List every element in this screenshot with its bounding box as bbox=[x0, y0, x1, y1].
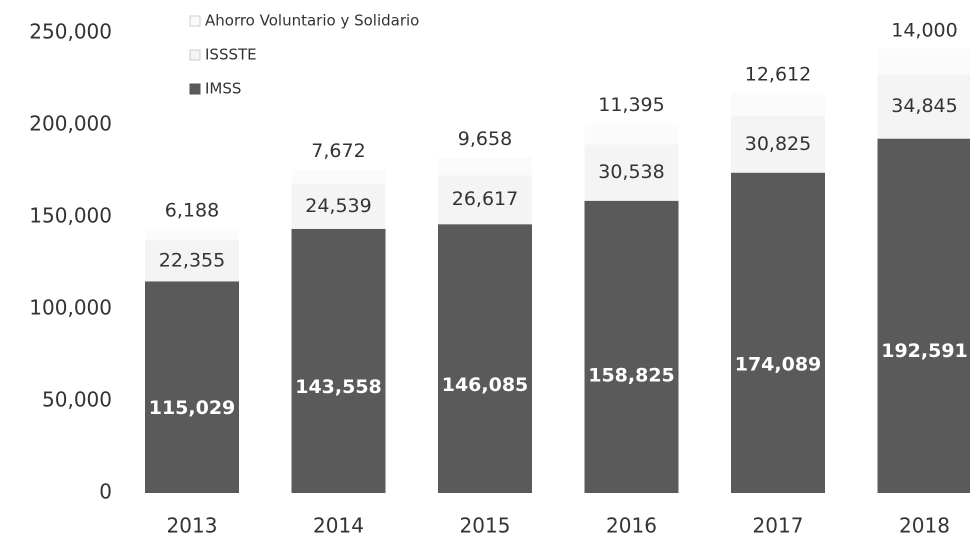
bar-segment bbox=[585, 124, 679, 145]
x-tick-label: 2014 bbox=[313, 514, 364, 538]
value-label: 30,538 bbox=[598, 161, 664, 183]
y-tick-label: 100,000 bbox=[29, 296, 112, 320]
value-label: 30,825 bbox=[745, 133, 811, 155]
bar-segment bbox=[438, 157, 532, 175]
x-tick-label: 2018 bbox=[899, 514, 950, 538]
legend-swatch bbox=[190, 50, 200, 60]
x-tick-label: 2016 bbox=[606, 514, 657, 538]
value-label: 174,089 bbox=[735, 353, 822, 375]
value-label: 34,845 bbox=[891, 95, 957, 117]
bar-segment bbox=[292, 229, 386, 493]
bar-segment bbox=[145, 229, 239, 240]
legend-swatch bbox=[190, 84, 200, 94]
x-tick-label: 2015 bbox=[460, 514, 511, 538]
value-label: 7,672 bbox=[311, 140, 365, 162]
value-label: 14,000 bbox=[891, 19, 957, 41]
bar-segment bbox=[731, 173, 825, 493]
value-label: 143,558 bbox=[295, 376, 382, 398]
y-tick-label: 150,000 bbox=[29, 204, 112, 228]
value-label: 158,825 bbox=[588, 365, 675, 387]
y-tick-label: 50,000 bbox=[42, 388, 112, 412]
bar-segment bbox=[878, 49, 970, 75]
bar-segment bbox=[292, 170, 386, 184]
legend-label: ISSSTE bbox=[205, 46, 257, 64]
value-label: 115,029 bbox=[149, 397, 236, 419]
value-label: 22,355 bbox=[159, 249, 225, 271]
value-label: 9,658 bbox=[458, 128, 512, 150]
value-label: 6,188 bbox=[165, 199, 219, 221]
y-tick-label: 0 bbox=[99, 480, 112, 504]
y-tick-label: 250,000 bbox=[29, 20, 112, 44]
bar-segment bbox=[438, 224, 532, 493]
value-label: 11,395 bbox=[598, 94, 664, 116]
y-tick-label: 200,000 bbox=[29, 112, 112, 136]
value-label: 146,085 bbox=[442, 374, 529, 396]
value-label: 26,617 bbox=[452, 188, 518, 210]
legend-label: Ahorro Voluntario y Solidario bbox=[205, 12, 419, 30]
x-tick-label: 2013 bbox=[167, 514, 218, 538]
x-tick-label: 2017 bbox=[753, 514, 804, 538]
bar-segment bbox=[585, 201, 679, 493]
value-label: 192,591 bbox=[881, 340, 968, 362]
legend-label: IMSS bbox=[205, 80, 241, 98]
legend-swatch bbox=[190, 16, 200, 26]
value-label: 12,612 bbox=[745, 63, 811, 85]
bar-segment bbox=[731, 93, 825, 116]
bar-segment bbox=[145, 281, 239, 493]
bar-segment bbox=[878, 139, 970, 493]
value-label: 24,539 bbox=[305, 195, 371, 217]
